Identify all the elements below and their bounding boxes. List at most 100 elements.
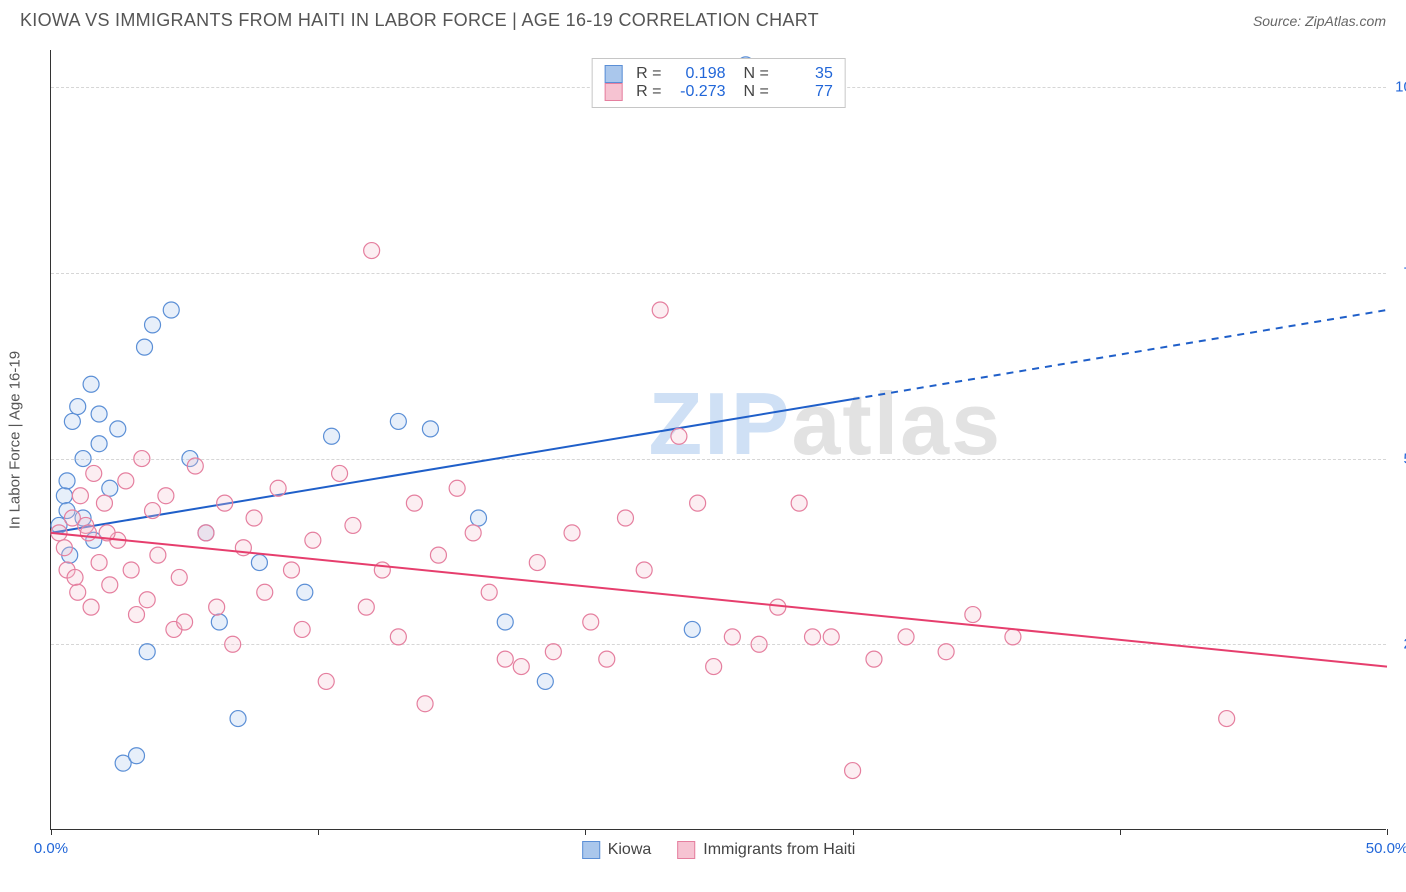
scatter-point [251,555,267,571]
chart-header: KIOWA VS IMMIGRANTS FROM HAITI IN LABOR … [0,0,1406,37]
scatter-point [481,584,497,600]
scatter-point [102,480,118,496]
scatter-point [636,562,652,578]
scatter-point [70,399,86,415]
chart-plot-area: In Labor Force | Age 16-19 25.0%50.0%75.… [50,50,1386,830]
scatter-point [345,517,361,533]
scatter-point [751,636,767,652]
trend-line-solid [51,399,853,533]
scatter-point [823,629,839,645]
scatter-point [59,473,75,489]
scatter-point [145,503,161,519]
scatter-point [318,673,334,689]
scatter-point [209,599,225,615]
x-tick-mark [1120,829,1121,835]
scatter-point [110,421,126,437]
scatter-point [965,607,981,623]
scatter-point [171,569,187,585]
scatter-point [471,510,487,526]
scatter-point [118,473,134,489]
r-label: R = [636,83,661,101]
scatter-point [217,495,233,511]
scatter-point [211,614,227,630]
scatter-point [177,614,193,630]
scatter-point [297,584,313,600]
scatter-point [75,451,91,467]
scatter-point [513,659,529,675]
series-legend-item-1: Immigrants from Haiti [677,841,855,859]
x-tick-label: 0.0% [34,840,68,857]
scatter-point [671,428,687,444]
scatter-point [283,562,299,578]
correlation-legend-row-1: R = -0.273 N = 77 [604,83,833,101]
scatter-point [305,532,321,548]
legend-swatch-kiowa [582,841,600,859]
scatter-point [91,436,107,452]
scatter-point [198,525,214,541]
series-legend: Kiowa Immigrants from Haiti [582,841,856,859]
scatter-point [422,421,438,437]
n-label: N = [744,65,769,83]
scatter-point [129,607,145,623]
scatter-point [56,488,72,504]
scatter-point [390,629,406,645]
scatter-point [270,480,286,496]
trend-line-solid [51,533,1387,667]
legend-swatch-haiti [604,83,622,101]
r-value-haiti: -0.273 [670,83,726,101]
scatter-plot-svg [51,50,1386,829]
scatter-point [83,376,99,392]
series-legend-item-0: Kiowa [582,841,652,859]
scatter-point [724,629,740,645]
x-tick-mark [51,829,52,835]
x-tick-mark [585,829,586,835]
scatter-point [599,651,615,667]
scatter-point [617,510,633,526]
scatter-point [139,644,155,660]
series-legend-label-0: Kiowa [608,841,652,859]
scatter-point [80,525,96,541]
x-tick-mark [318,829,319,835]
scatter-point [129,748,145,764]
scatter-point [497,651,513,667]
scatter-point [406,495,422,511]
scatter-point [294,621,310,637]
x-tick-mark [1387,829,1388,835]
scatter-point [158,488,174,504]
n-value-kiowa: 35 [777,65,833,83]
series-legend-label-1: Immigrants from Haiti [703,841,855,859]
scatter-point [358,599,374,615]
scatter-point [56,540,72,556]
scatter-point [72,488,88,504]
y-tick-label: 75.0% [1392,264,1406,281]
scatter-point [187,458,203,474]
scatter-point [246,510,262,526]
scatter-point [583,614,599,630]
scatter-point [364,243,380,259]
scatter-point [1219,711,1235,727]
scatter-point [805,629,821,645]
trend-line-dashed [853,310,1387,399]
scatter-point [652,302,668,318]
scatter-point [86,465,102,481]
scatter-point [417,696,433,712]
legend-swatch-kiowa [604,65,622,83]
scatter-point [684,621,700,637]
scatter-point [898,629,914,645]
scatter-point [791,495,807,511]
scatter-point [449,480,465,496]
scatter-point [134,451,150,467]
scatter-point [866,651,882,667]
scatter-point [123,562,139,578]
scatter-point [102,577,118,593]
y-tick-label: 25.0% [1392,636,1406,653]
scatter-point [706,659,722,675]
scatter-point [332,465,348,481]
scatter-point [374,562,390,578]
x-tick-label: 50.0% [1366,840,1406,857]
legend-swatch-haiti [677,841,695,859]
scatter-point [497,614,513,630]
n-label: N = [744,83,769,101]
correlation-legend: R = 0.198 N = 35 R = -0.273 N = 77 [591,58,846,108]
scatter-point [64,413,80,429]
